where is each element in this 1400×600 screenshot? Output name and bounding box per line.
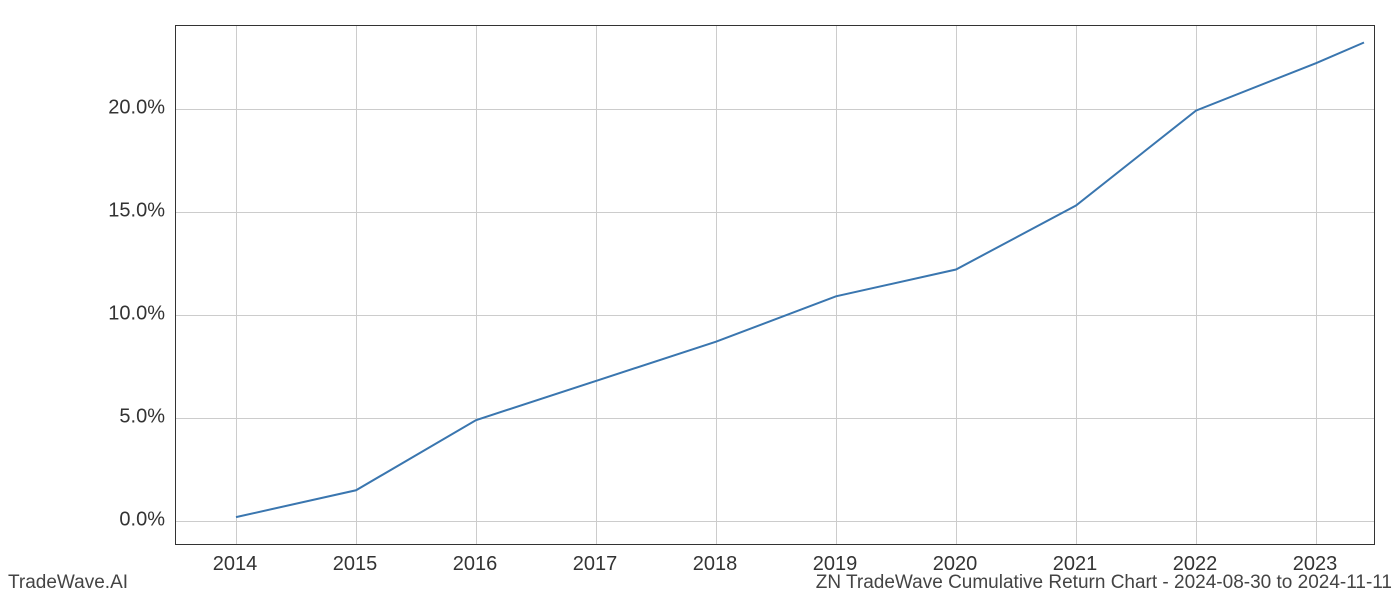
y-tick-label: 0.0% (65, 509, 165, 532)
x-tick-label: 2016 (453, 553, 498, 576)
y-tick-label: 5.0% (65, 406, 165, 429)
footer-left-text: TradeWave.AI (8, 572, 128, 594)
y-tick-label: 15.0% (65, 199, 165, 222)
y-tick-label: 20.0% (65, 96, 165, 119)
x-tick-label: 2017 (573, 553, 618, 576)
x-tick-label: 2015 (333, 553, 378, 576)
y-tick-label: 10.0% (65, 302, 165, 325)
line-series (176, 26, 1376, 546)
plot-area (175, 25, 1375, 545)
x-tick-label: 2018 (693, 553, 738, 576)
chart-container: 2014201520162017201820192020202120222023… (175, 25, 1375, 545)
x-tick-label: 2014 (213, 553, 258, 576)
footer-right-text: ZN TradeWave Cumulative Return Chart - 2… (816, 572, 1392, 594)
